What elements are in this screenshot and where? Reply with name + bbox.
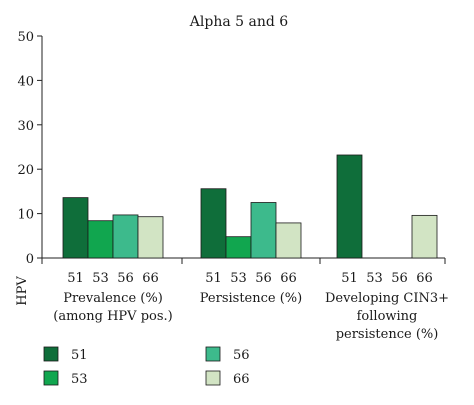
category-label: following xyxy=(357,309,418,324)
bar xyxy=(200,188,227,259)
legend-label: 56 xyxy=(233,348,250,363)
category-label: Developing CIN3+ xyxy=(325,291,449,306)
y-tick-label: 20 xyxy=(17,163,34,178)
bar xyxy=(411,214,438,259)
category-label: Persistence (%) xyxy=(200,291,302,306)
x-tick-label: 66 xyxy=(416,271,433,286)
x-tick-label: 66 xyxy=(142,271,159,286)
x-tick-label: 51 xyxy=(341,271,358,286)
legend-label: 51 xyxy=(71,348,88,363)
x-tick-label: 51 xyxy=(67,271,84,286)
x-tick-label: 66 xyxy=(280,271,297,286)
bar xyxy=(336,154,363,259)
bar xyxy=(275,222,302,259)
x-tick-label: 56 xyxy=(117,271,134,286)
legend-swatch xyxy=(205,346,221,362)
category-label: persistence (%) xyxy=(336,327,439,342)
bar xyxy=(62,197,89,259)
x-tick-label: 53 xyxy=(230,271,247,286)
legend: 51 53 56 66 xyxy=(43,346,250,387)
x-tick-label: 56 xyxy=(391,271,408,286)
legend-swatch xyxy=(205,370,221,386)
bar xyxy=(112,214,139,259)
legend-swatch xyxy=(43,370,59,386)
legend-label: 66 xyxy=(233,372,250,387)
y-tick-label: 10 xyxy=(17,208,34,223)
chart-title: Alpha 5 and 6 xyxy=(189,14,288,30)
y-tick-label: 40 xyxy=(17,74,34,89)
x-tick-label: 56 xyxy=(255,271,272,286)
bar xyxy=(137,216,164,259)
hpv-row-label: HPV xyxy=(15,276,30,306)
x-axis-labels: 51 53 56 66 Prevalence (%) (among HPV pos.) 51… xyxy=(15,271,449,342)
category-label: Prevalence (%) xyxy=(63,291,163,306)
bar xyxy=(225,236,252,259)
bars xyxy=(62,154,438,259)
x-tick-label: 53 xyxy=(366,271,383,286)
y-tick-label: 30 xyxy=(17,119,34,134)
x-tick-label: 51 xyxy=(205,271,222,286)
y-tick-label: 0 xyxy=(26,252,34,267)
category-label: (among HPV pos.) xyxy=(53,309,172,324)
bar xyxy=(87,220,114,259)
legend-label: 53 xyxy=(71,372,88,387)
bar xyxy=(250,202,277,259)
x-tick-label: 53 xyxy=(92,271,109,286)
legend-swatch xyxy=(43,346,59,362)
y-tick-label: 50 xyxy=(17,30,34,45)
